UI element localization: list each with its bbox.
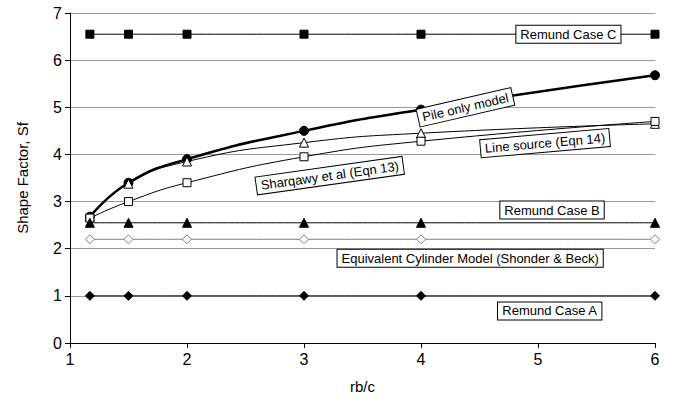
svg-text:Sharqawy et al (Eqn 13): Sharqawy et al (Eqn 13)	[260, 159, 400, 193]
svg-text:2: 2	[53, 240, 62, 257]
svg-text:2: 2	[183, 351, 192, 368]
svg-text:5: 5	[53, 99, 62, 116]
svg-text:Shape Factor, Sf: Shape Factor, Sf	[14, 121, 31, 234]
svg-text:6: 6	[53, 52, 62, 69]
svg-text:Line source (Eqn 14): Line source (Eqn 14)	[484, 130, 605, 155]
svg-text:4: 4	[53, 146, 62, 163]
svg-text:Pile only model: Pile only model	[421, 90, 510, 124]
svg-text:1: 1	[66, 351, 75, 368]
svg-text:5: 5	[534, 351, 543, 368]
svg-text:3: 3	[53, 193, 62, 210]
svg-text:rb/c: rb/c	[350, 378, 376, 395]
svg-text:Remund Case B: Remund Case B	[504, 203, 599, 218]
svg-text:1: 1	[53, 287, 62, 304]
svg-text:Remund Case A: Remund Case A	[502, 303, 597, 318]
svg-text:Equivalent Cylinder Model (Sho: Equivalent Cylinder Model (Shonder & Bec…	[342, 251, 599, 266]
svg-text:Remund Case C: Remund Case C	[520, 27, 616, 42]
svg-text:6: 6	[651, 351, 660, 368]
svg-text:3: 3	[300, 351, 309, 368]
svg-text:7: 7	[53, 5, 62, 22]
svg-text:4: 4	[417, 351, 426, 368]
svg-text:0: 0	[53, 335, 62, 352]
